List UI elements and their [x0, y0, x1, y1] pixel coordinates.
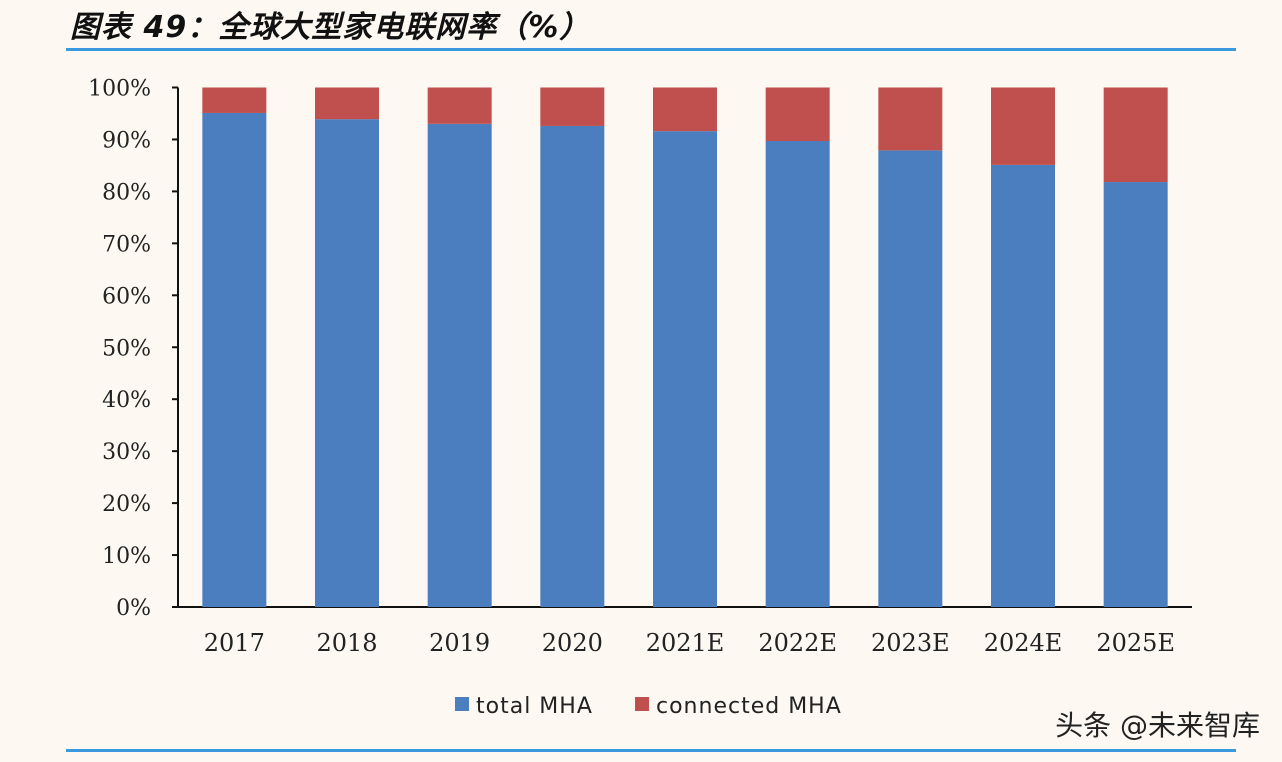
y-tick-label: 70%: [102, 232, 151, 257]
y-tick-label: 0%: [116, 596, 151, 621]
bar-connected-mha: [765, 87, 830, 142]
y-tick-label: 10%: [102, 544, 151, 569]
bar-total-mha: [315, 119, 379, 607]
y-tick-label: 40%: [102, 388, 151, 413]
y-tick-label: 30%: [102, 440, 151, 465]
bar-connected-mha: [540, 87, 605, 126]
bar-connected-mha: [878, 87, 943, 151]
bar-total-mha: [540, 125, 605, 608]
y-tick-label: 90%: [102, 128, 151, 153]
bar-connected-mha: [315, 87, 379, 120]
y-tick-label: 60%: [102, 284, 151, 309]
bar-connected-mha: [202, 87, 267, 113]
x-tick-label: 2024E: [984, 629, 1063, 657]
y-tick-label: 50%: [102, 336, 151, 361]
x-tick-label: 2025E: [1096, 629, 1175, 657]
legend-swatch: [635, 697, 649, 711]
bar-total-mha: [1103, 182, 1168, 607]
legend-label: total MHA: [476, 694, 593, 719]
chart-title: 图表 49：全球大型家电联网率（%）: [70, 10, 591, 45]
x-tick-label: 2017: [204, 629, 265, 657]
top-rule: [66, 48, 1236, 51]
bar-connected-mha: [1103, 87, 1168, 183]
legend-swatch: [455, 697, 469, 711]
x-tick-label: 2023E: [871, 629, 950, 657]
bar-total-mha: [878, 150, 943, 607]
x-tick-label: 2018: [316, 629, 377, 657]
bar-connected-mha: [427, 87, 492, 124]
bar-connected-mha: [991, 87, 1055, 165]
y-tick-label: 80%: [102, 180, 151, 205]
bar-total-mha: [653, 131, 717, 607]
x-tick-label: 2019: [429, 629, 490, 657]
legend-label: connected MHA: [656, 694, 842, 719]
x-tick-label: 2021E: [646, 629, 725, 657]
y-tick-label: 100%: [88, 77, 151, 102]
x-tick-label: 2020: [542, 629, 603, 657]
bar-connected-mha: [653, 87, 717, 132]
x-tick-label: 2022E: [758, 629, 837, 657]
bottom-rule: [66, 749, 1236, 752]
y-tick-label: 20%: [102, 492, 151, 517]
bar-total-mha: [765, 141, 830, 608]
bar-total-mha: [427, 123, 492, 608]
bar-total-mha: [202, 112, 267, 607]
watermark: 头条 @未来智库: [1055, 709, 1260, 742]
bar-total-mha: [991, 164, 1055, 607]
